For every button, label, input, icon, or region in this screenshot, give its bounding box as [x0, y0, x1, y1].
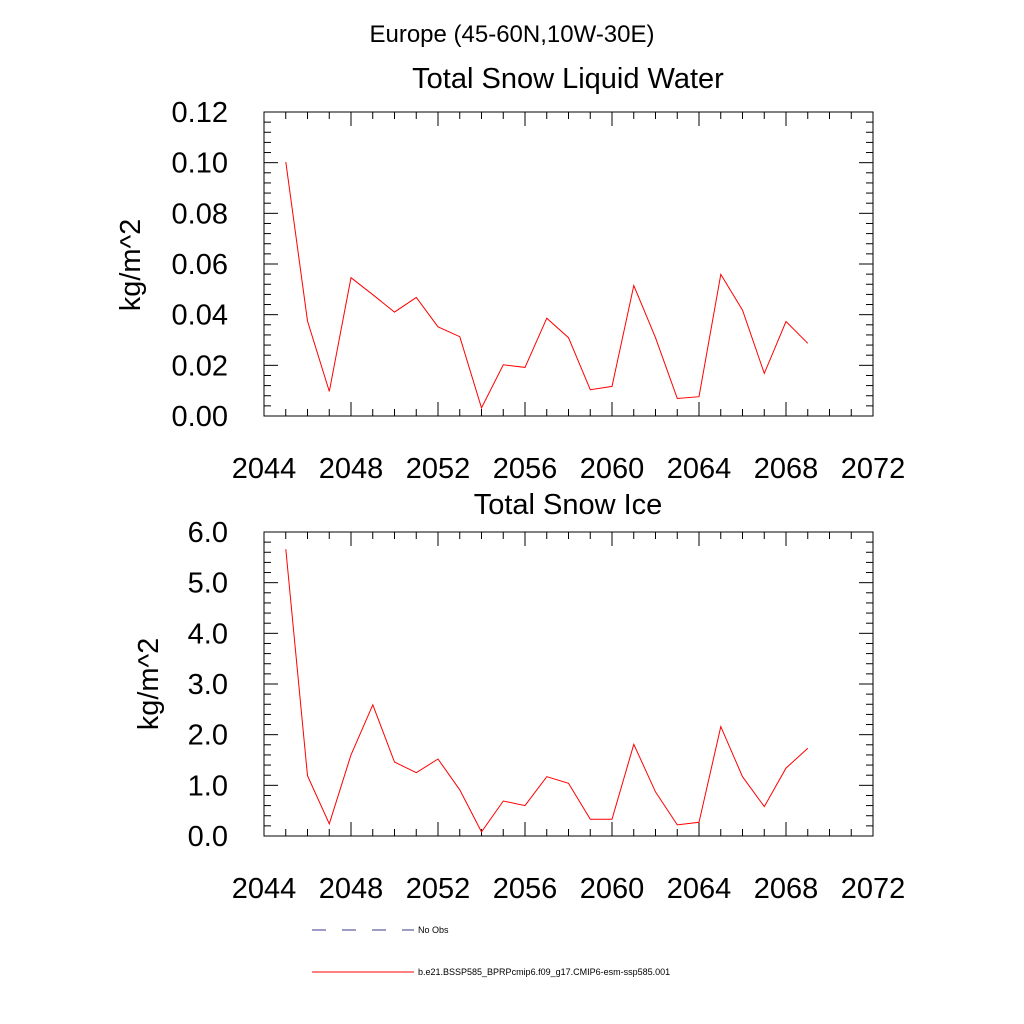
axes-snow-ice: 2044 2048 2052 2056 2060 2064 2068 2072 0.0 1.0 2.… — [188, 517, 906, 905]
y-tick-label: 3.0 — [188, 669, 228, 701]
x-tick-label: 2072 — [841, 453, 906, 485]
y-tick-label: 1.0 — [188, 770, 228, 802]
x-tick-label: 2056 — [493, 453, 558, 485]
y-axis-label-snow-liquid-water: kg/m^2 — [115, 219, 147, 312]
x-tick-label: 2068 — [754, 453, 819, 485]
y-tick-label: 0.10 — [172, 148, 228, 180]
y-tick-label: 2.0 — [188, 720, 228, 752]
panel-snow-liquid-water: Total Snow Liquid Water kg/m^2 2044 2048 2… — [115, 63, 905, 485]
series-line-snow-ice — [285, 549, 809, 833]
y-tick-label: 0.06 — [172, 249, 228, 281]
legend-label-model-run: b.e21.BSSP585_BPRPcmip6.f09_g17.CMIP6-es… — [418, 967, 670, 977]
y-tick-label: 4.0 — [188, 618, 228, 650]
chart-title-snow-liquid-water: Total Snow Liquid Water — [412, 63, 724, 95]
series-line-snow-liquid-water — [285, 161, 809, 410]
x-tick-label: 2064 — [667, 453, 732, 485]
x-tick-label: 2044 — [232, 453, 297, 485]
y-tick-label: 6.0 — [188, 517, 228, 549]
axes-snow-liquid-water: 2044 2048 2052 2056 2060 2064 2068 2072 0.00 0.02… — [172, 97, 906, 485]
y-tick-label: 0.04 — [172, 300, 228, 332]
legend-label-no-obs: No Obs — [418, 925, 449, 935]
chart-title-snow-ice: Total Snow Ice — [474, 489, 663, 521]
series-snow-liquid-water — [285, 161, 809, 410]
x-tick-label: 2048 — [319, 453, 384, 485]
x-tick-label: 2060 — [580, 873, 645, 905]
legend: No Obs b.e21.BSSP585_BPRPcmip6.f09_g17.C… — [312, 925, 670, 977]
x-tick-label: 2068 — [754, 873, 819, 905]
y-tick-label: 0.12 — [172, 97, 228, 129]
x-tick-label: 2052 — [406, 453, 471, 485]
x-tick-label: 2052 — [406, 873, 471, 905]
x-tick-label: 2064 — [667, 873, 732, 905]
x-tick-label: 2044 — [232, 873, 297, 905]
panel-snow-ice: Total Snow Ice kg/m^2 2044 2048 2052 2056 20… — [133, 489, 905, 905]
y-axis-label-snow-ice: kg/m^2 — [133, 638, 165, 731]
plot-frame-snow-liquid-water — [263, 111, 874, 417]
y-tick-label: 0.02 — [172, 350, 228, 382]
figure-suptitle: Europe (45-60N,10W-30E) — [369, 21, 654, 48]
x-tick-label: 2048 — [319, 873, 384, 905]
x-tick-label: 2072 — [841, 873, 906, 905]
series-snow-ice — [285, 549, 809, 833]
y-tick-label: 0.0 — [188, 821, 228, 853]
x-tick-label: 2056 — [493, 873, 558, 905]
y-tick-label: 0.08 — [172, 198, 228, 230]
y-tick-label: 5.0 — [188, 568, 228, 600]
plot-frame-snow-ice — [263, 531, 874, 837]
y-tick-label: 0.00 — [172, 401, 228, 433]
x-tick-label: 2060 — [580, 453, 645, 485]
